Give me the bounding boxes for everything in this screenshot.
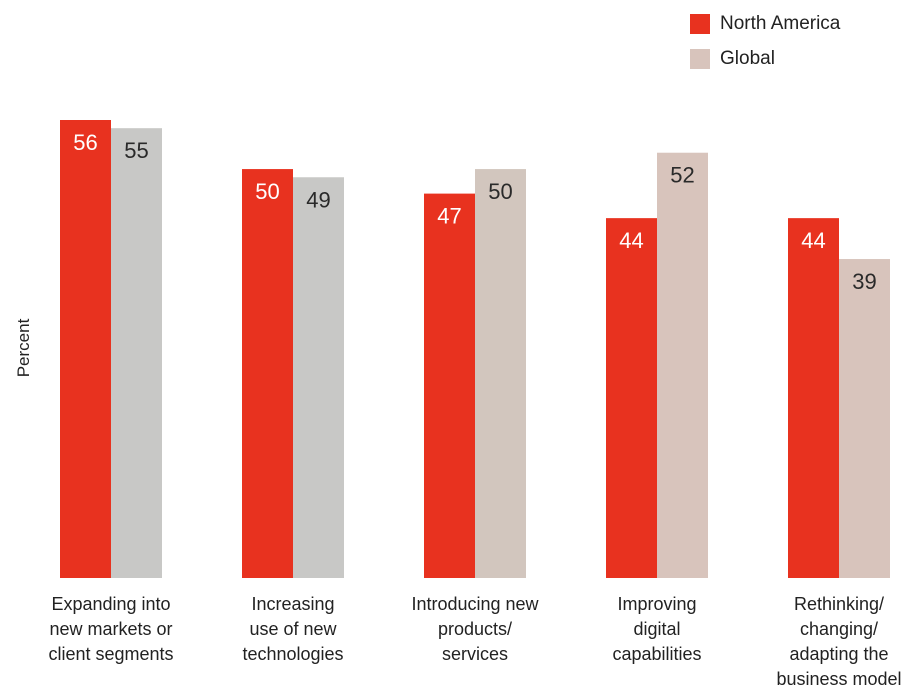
bar-north-america-3 bbox=[606, 218, 657, 578]
bar-north-america-0 bbox=[60, 120, 111, 578]
legend-label-global: Global bbox=[720, 48, 775, 69]
data-label-global-1: 49 bbox=[306, 187, 330, 212]
data-label-global-0: 55 bbox=[124, 138, 148, 163]
legend-item-global: Global bbox=[690, 47, 840, 71]
data-label-global-2: 50 bbox=[488, 179, 512, 204]
legend-swatch-north-america bbox=[690, 14, 710, 34]
legend-label-north-america: North America bbox=[720, 13, 841, 34]
x-tick-label-2: Introducing new products/ services bbox=[411, 594, 539, 664]
data-label-global-4: 39 bbox=[852, 269, 876, 294]
bar-global-3 bbox=[657, 152, 708, 578]
legend: North America Global bbox=[690, 12, 840, 82]
x-tick-label-3: Improving digital capabilities bbox=[612, 594, 702, 664]
data-label-north-america-0: 56 bbox=[73, 130, 97, 155]
x-tick-label-1: Increasing use of new technologies bbox=[242, 594, 344, 664]
legend-item-north-america: North America bbox=[690, 12, 840, 36]
bar-north-america-4 bbox=[788, 218, 839, 578]
data-label-north-america-4: 44 bbox=[801, 228, 825, 253]
bar-north-america-2 bbox=[424, 193, 475, 578]
bar-global-0 bbox=[111, 128, 162, 578]
y-axis-label: Percent bbox=[14, 318, 33, 378]
bar-global-2 bbox=[475, 169, 526, 579]
bar-global-1 bbox=[293, 177, 344, 578]
data-label-north-america-3: 44 bbox=[619, 228, 643, 253]
bar-global-4 bbox=[839, 259, 890, 578]
x-tick-label-4: Rethinking/ changing/ adapting the busin… bbox=[776, 594, 902, 689]
x-tick-label-0: Expanding into new markets or client seg… bbox=[48, 594, 174, 664]
data-label-north-america-2: 47 bbox=[437, 204, 461, 229]
legend-swatch-global bbox=[690, 49, 710, 69]
bar-north-america-1 bbox=[242, 169, 293, 579]
data-label-north-america-1: 50 bbox=[255, 179, 279, 204]
data-label-global-3: 52 bbox=[670, 163, 694, 188]
